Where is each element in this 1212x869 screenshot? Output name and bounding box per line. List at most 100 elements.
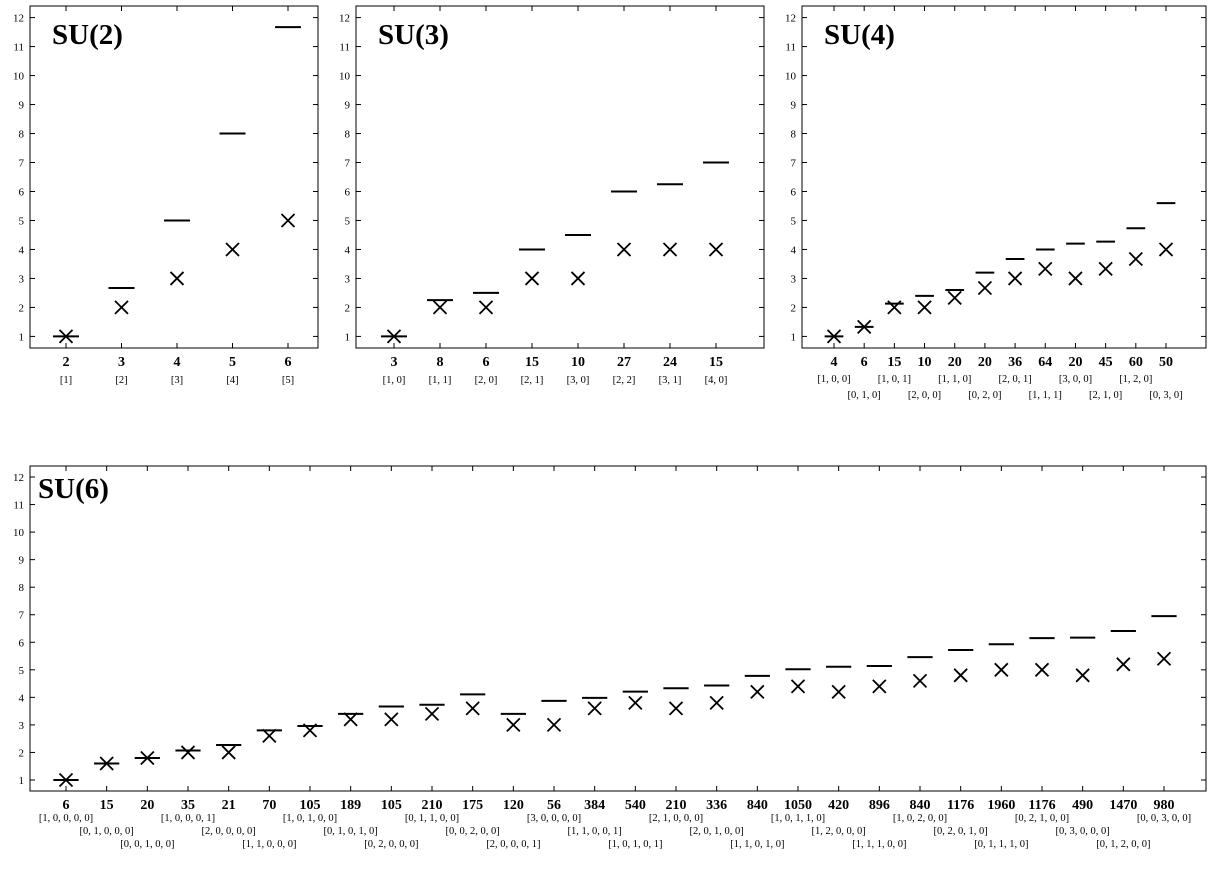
ytick-label: 7 [19,610,25,622]
category-label: 175 [462,798,483,813]
cross-mark [917,300,932,315]
cross-mark [384,712,399,727]
sublabel: [2, 2] [613,375,636,386]
sublabel: [2] [115,375,127,386]
cross-stroke [114,300,129,315]
sublabel: [2, 0, 1, 0, 0] [690,826,744,837]
cross-stroke [58,329,74,344]
axes-frame [355,5,765,349]
cross-stroke [708,242,724,257]
category-label: 5 [229,355,236,370]
category-label: 8 [437,355,444,370]
sublabel: [1, 1, 0] [938,374,971,385]
category-label: 20 [978,355,992,370]
cross-stroke [506,717,521,733]
sublabel: [0, 0, 2, 0, 0] [446,826,500,837]
panel-title-su2: SU(2) [52,19,123,51]
category-label: 896 [869,798,890,813]
cross-stroke [994,662,1009,677]
cross-stroke [616,242,632,257]
axes-frame [29,465,1207,792]
ytick-label: 9 [345,100,351,112]
cross-mark [1007,271,1023,286]
cross-mark [1034,662,1050,677]
ytick-label: 12 [339,13,350,25]
ytick-label: 10 [339,71,351,83]
sublabel: [3, 0] [567,375,590,386]
ytick-label: 11 [339,42,350,54]
cross-mark [221,745,236,760]
ytick-label: 4 [345,244,351,256]
sublabel: [0, 1, 0, 1, 0] [324,826,378,837]
ytick-label: 3 [19,720,25,732]
category-label: 980 [1154,798,1175,813]
sublabel: [1, 0, 0] [817,374,850,385]
sublabel: [4] [226,375,238,386]
category-label: 20 [948,355,962,370]
cross-mark [994,662,1009,677]
ytick-label: 5 [791,215,797,227]
ytick-label: 1 [345,331,351,343]
sublabel: [1, 1, 0, 1, 0] [730,839,784,850]
panel-su2: SU(2) 1234567891011122[1]3[2]4[3]5[4]6[5… [13,5,319,386]
cross-mark [1158,242,1174,257]
sublabel: [2, 0] [475,375,498,386]
cross-mark [424,706,440,722]
cross-stroke [343,712,358,727]
category-label: 336 [706,798,727,813]
ytick-label: 12 [785,13,796,25]
sublabel: [1, 0, 1, 0, 1] [608,839,662,850]
cross-stroke [1007,271,1023,286]
cross-mark [280,213,296,228]
category-label: 15 [709,355,723,370]
ytick-label: 7 [791,158,797,170]
cross-stroke [1075,668,1090,683]
ytick-label: 5 [19,215,25,227]
cross-stroke [280,213,296,228]
category-label: 120 [503,798,524,813]
cross-stroke [912,673,928,688]
category-label: 210 [666,798,687,813]
sublabel: [1, 0, 1] [878,374,911,385]
category-label: 1470 [1109,798,1137,813]
ytick-label: 7 [19,158,25,170]
category-label: 4 [174,355,181,370]
category-label: 50 [1159,355,1173,370]
ytick-label: 5 [345,215,351,227]
sublabel: [1, 0, 1, 1, 0] [771,813,825,824]
cross-stroke [872,679,887,694]
cross-mark [857,319,872,334]
category-label: 10 [571,355,585,370]
cross-mark [1075,668,1090,683]
ytick-label: 8 [791,129,797,141]
cross-mark [506,717,521,733]
category-label: 15 [525,355,539,370]
category-label: 20 [1068,355,1082,370]
sublabel: [0, 0, 1, 0, 0] [120,839,174,850]
ytick-label: 1 [791,331,797,343]
sublabel: [0, 2, 0, 1, 0] [934,826,988,837]
sublabel: [5] [282,375,294,386]
cross-stroke [1128,251,1143,267]
cross-mark [140,750,155,766]
category-label: 60 [1129,355,1143,370]
cross-stroke [887,300,902,315]
ytick-label: 10 [13,71,25,83]
cross-stroke [977,280,993,296]
category-label: 24 [663,355,677,370]
cross-mark [570,271,586,286]
category-label: 1050 [784,798,812,813]
cross-mark [587,701,602,716]
category-label: 6 [861,355,868,370]
category-label: 56 [547,798,561,813]
ytick-label: 9 [19,555,25,567]
ytick-label: 10 [785,71,797,83]
category-label: 490 [1072,798,1093,813]
ytick-label: 4 [19,244,25,256]
category-label: 1176 [947,798,974,813]
cross-stroke [169,271,185,286]
ytick-label: 8 [345,129,351,141]
ytick-label: 6 [345,186,351,198]
cross-mark [750,684,765,699]
